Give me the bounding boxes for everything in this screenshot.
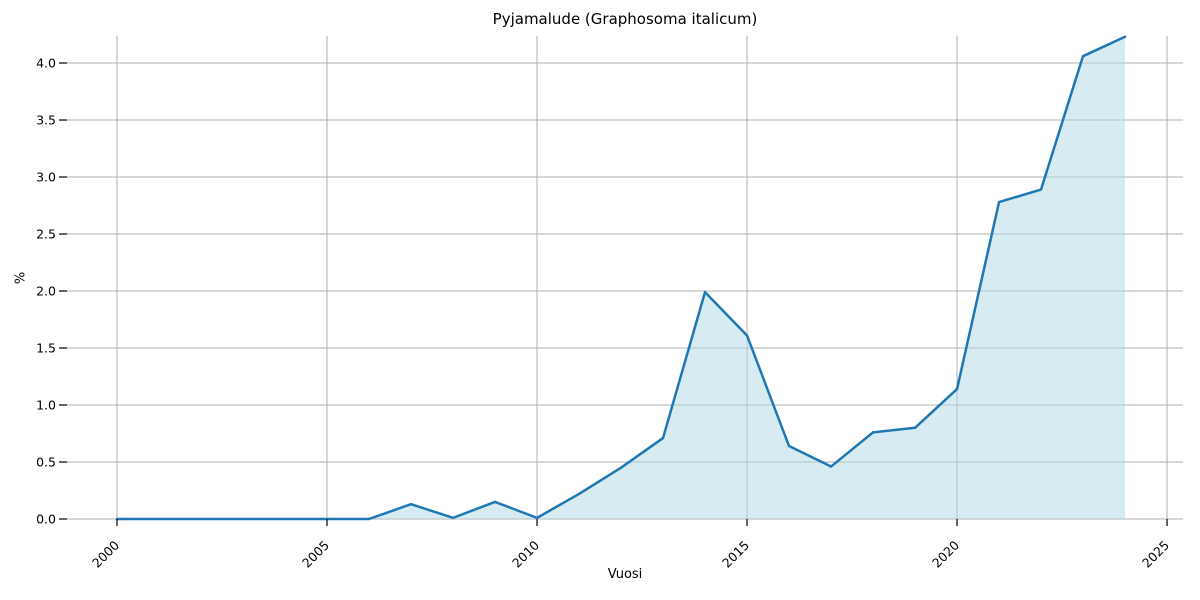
axis-ticks bbox=[59, 62, 1168, 526]
area-fill bbox=[116, 36, 1126, 520]
y-axis-label: % bbox=[13, 271, 29, 285]
y-tick-label: 1.5 bbox=[36, 341, 56, 356]
chart-title: Pyjamalude (Graphosoma italicum) bbox=[492, 10, 758, 28]
y-tick-label: 2.0 bbox=[36, 284, 56, 299]
x-tick-label: 2025 bbox=[1139, 538, 1172, 571]
x-tick-label: 2010 bbox=[509, 537, 542, 570]
x-tick-label: 2015 bbox=[719, 538, 752, 571]
y-tick-label: 0.5 bbox=[36, 455, 56, 470]
x-tick-label: 2005 bbox=[299, 538, 332, 571]
y-tick-label: 4.0 bbox=[36, 56, 56, 71]
x-axis-label: Vuosi bbox=[607, 567, 643, 582]
x-tick-labels: 2000 2005 2010 2015 2020 2025 bbox=[89, 537, 1172, 570]
y-tick-labels: 0.0 0.5 1.0 1.5 2.0 2.5 3.0 3.5 4.0 bbox=[36, 56, 56, 527]
x-tick-label: 2000 bbox=[89, 537, 122, 570]
data-line bbox=[115, 35, 1127, 521]
y-tick-label: 1.0 bbox=[36, 398, 56, 413]
x-tick-label: 2020 bbox=[929, 537, 962, 570]
y-tick-label: 2.5 bbox=[36, 227, 56, 242]
y-tick-label: 3.5 bbox=[36, 113, 56, 128]
y-tick-label: 3.0 bbox=[36, 170, 56, 185]
y-tick-label: 0.0 bbox=[36, 512, 56, 527]
